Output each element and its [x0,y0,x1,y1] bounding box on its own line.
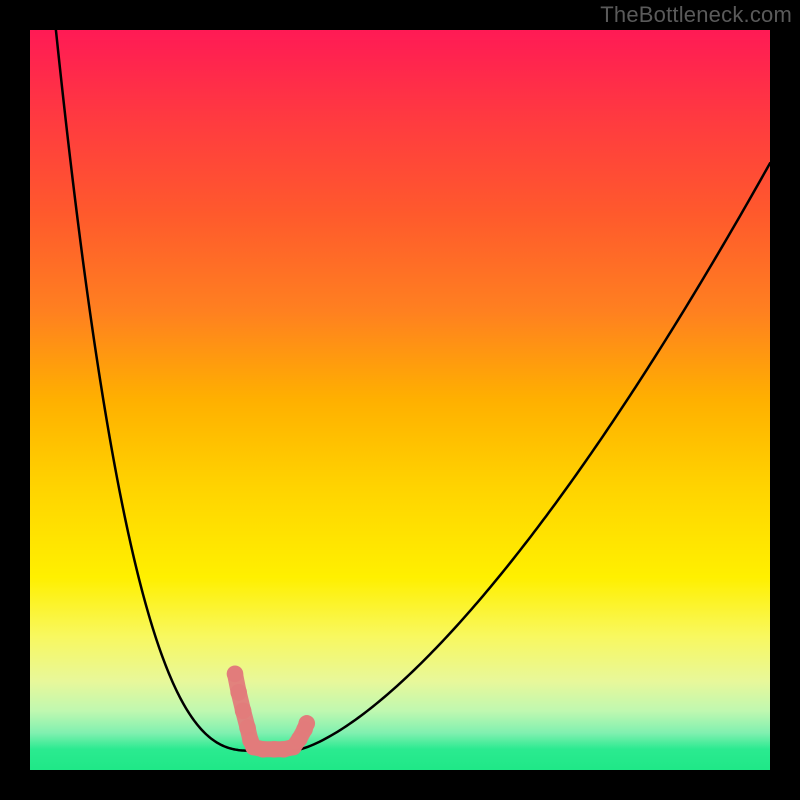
watermark-text: TheBottleneck.com [600,2,792,28]
chart-svg [0,0,800,800]
plot-background [30,30,770,770]
highlight-dot [230,684,247,701]
chart-container: TheBottleneck.com [0,0,800,800]
highlight-dot [235,702,252,719]
highlight-dot [227,665,244,682]
highlight-dot [298,715,315,732]
